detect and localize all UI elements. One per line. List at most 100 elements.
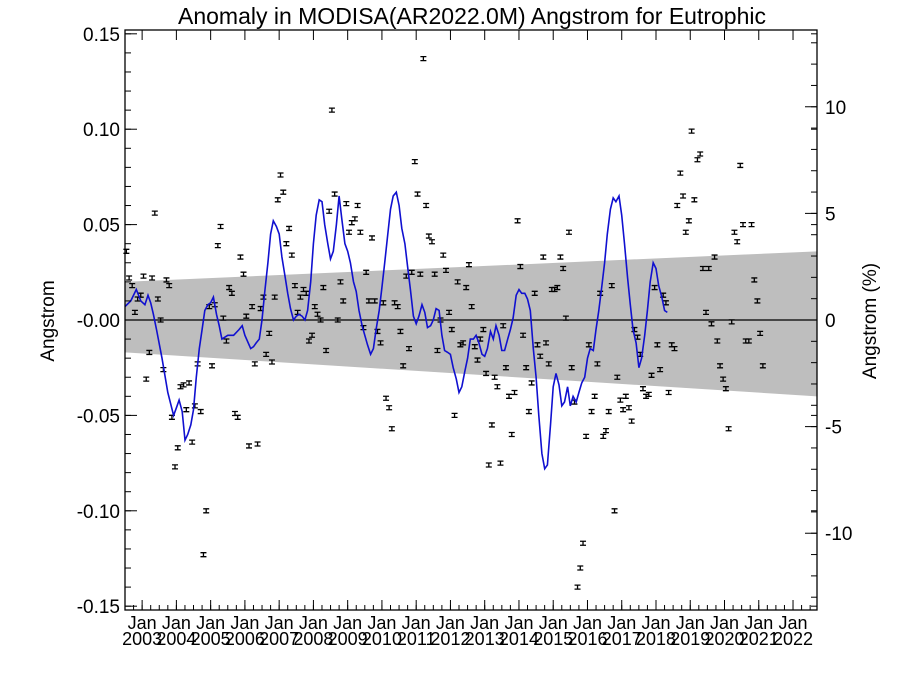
data-point	[126, 275, 133, 281]
data-point	[354, 202, 361, 209]
data-point	[717, 363, 724, 369]
data-point	[483, 370, 490, 377]
data-point	[174, 445, 181, 451]
data-point	[651, 284, 658, 291]
data-point	[463, 284, 470, 291]
data-point	[200, 552, 207, 558]
x-tick-label-month: Jan	[196, 613, 225, 633]
data-point	[271, 294, 278, 300]
data-point	[283, 241, 290, 247]
data-point	[508, 431, 515, 438]
data-point	[177, 384, 184, 390]
x-tick-label-month: Jan	[333, 613, 362, 633]
data-point	[751, 277, 758, 283]
data-point	[608, 283, 615, 289]
y-tick-label-left: 0.15	[83, 25, 120, 46]
data-point	[734, 239, 741, 245]
data-point	[223, 338, 230, 344]
data-point	[754, 298, 761, 304]
data-point	[602, 428, 609, 434]
x-tick-label-year: 2006	[225, 629, 265, 649]
x-tick-label-year: 2005	[191, 629, 231, 649]
x-tick-label-month: Jan	[230, 613, 259, 633]
data-point	[691, 197, 698, 203]
data-point	[694, 157, 701, 163]
data-point	[731, 229, 738, 235]
data-point	[157, 317, 164, 323]
data-point	[699, 265, 706, 272]
data-point	[246, 443, 253, 449]
data-point	[465, 262, 472, 268]
data-point	[502, 365, 509, 371]
data-point	[620, 407, 627, 413]
data-point	[682, 229, 689, 235]
x-tick-label-month: Jan	[367, 613, 396, 633]
data-point	[234, 414, 241, 420]
data-point	[537, 353, 544, 359]
x-tick-label-year: 2009	[328, 629, 368, 649]
x-tick-label-year: 2022	[773, 629, 813, 649]
data-point	[266, 330, 273, 337]
data-point	[688, 128, 695, 134]
y-tick-label-left: -0.05	[77, 406, 120, 427]
x-tick-label-month: Jan	[607, 613, 636, 633]
data-point	[309, 332, 316, 338]
data-point	[740, 221, 747, 228]
data-point	[408, 269, 415, 275]
data-point	[209, 363, 216, 369]
data-point	[628, 418, 635, 424]
data-point	[565, 229, 572, 235]
data-point	[654, 342, 661, 348]
data-point	[665, 389, 672, 396]
data-point	[685, 218, 692, 224]
data-point	[554, 284, 561, 291]
data-point	[580, 540, 587, 546]
data-point	[557, 254, 564, 260]
data-point	[480, 326, 487, 333]
data-point	[411, 158, 418, 165]
data-point	[197, 408, 204, 415]
x-tick-label-month: Jan	[470, 613, 499, 633]
x-tick-label-month: Jan	[402, 613, 431, 633]
data-point	[594, 361, 601, 367]
data-point	[331, 191, 338, 197]
data-point	[314, 311, 321, 317]
data-point	[228, 290, 235, 296]
x-tick-label-month: Jan	[573, 613, 602, 633]
data-point	[531, 290, 538, 296]
data-point	[728, 319, 735, 325]
data-point	[220, 315, 227, 321]
data-point	[583, 433, 590, 440]
data-point	[497, 460, 504, 466]
data-point	[363, 269, 370, 275]
data-point	[386, 405, 393, 411]
data-point	[485, 462, 492, 468]
data-point	[149, 275, 156, 281]
data-point	[425, 233, 432, 239]
data-point	[446, 309, 453, 316]
data-point	[523, 365, 530, 371]
data-point	[420, 55, 427, 62]
y-axis-label-right: Angstrom (%)	[860, 263, 881, 379]
x-tick-label-month: Jan	[128, 613, 157, 633]
data-point	[320, 284, 327, 291]
data-point	[600, 433, 607, 440]
x-tick-label-year: 2014	[499, 629, 539, 649]
x-tick-label-month: Jan	[779, 613, 808, 633]
data-point	[722, 386, 729, 392]
data-point	[203, 508, 210, 514]
data-point	[240, 271, 247, 277]
x-tick-label-year: 2003	[122, 629, 162, 649]
x-tick-label-year: 2013	[465, 629, 505, 649]
data-point	[400, 363, 407, 369]
x-tick-label-year: 2012	[430, 629, 470, 649]
x-tick-label-month: Jan	[504, 613, 533, 633]
data-point	[326, 208, 333, 214]
data-point	[577, 565, 584, 571]
data-point	[617, 397, 624, 403]
x-tick-label-year: 2019	[670, 629, 710, 649]
x-tick-label-month: Jan	[539, 613, 568, 633]
data-point	[189, 439, 196, 445]
data-point	[625, 405, 632, 411]
